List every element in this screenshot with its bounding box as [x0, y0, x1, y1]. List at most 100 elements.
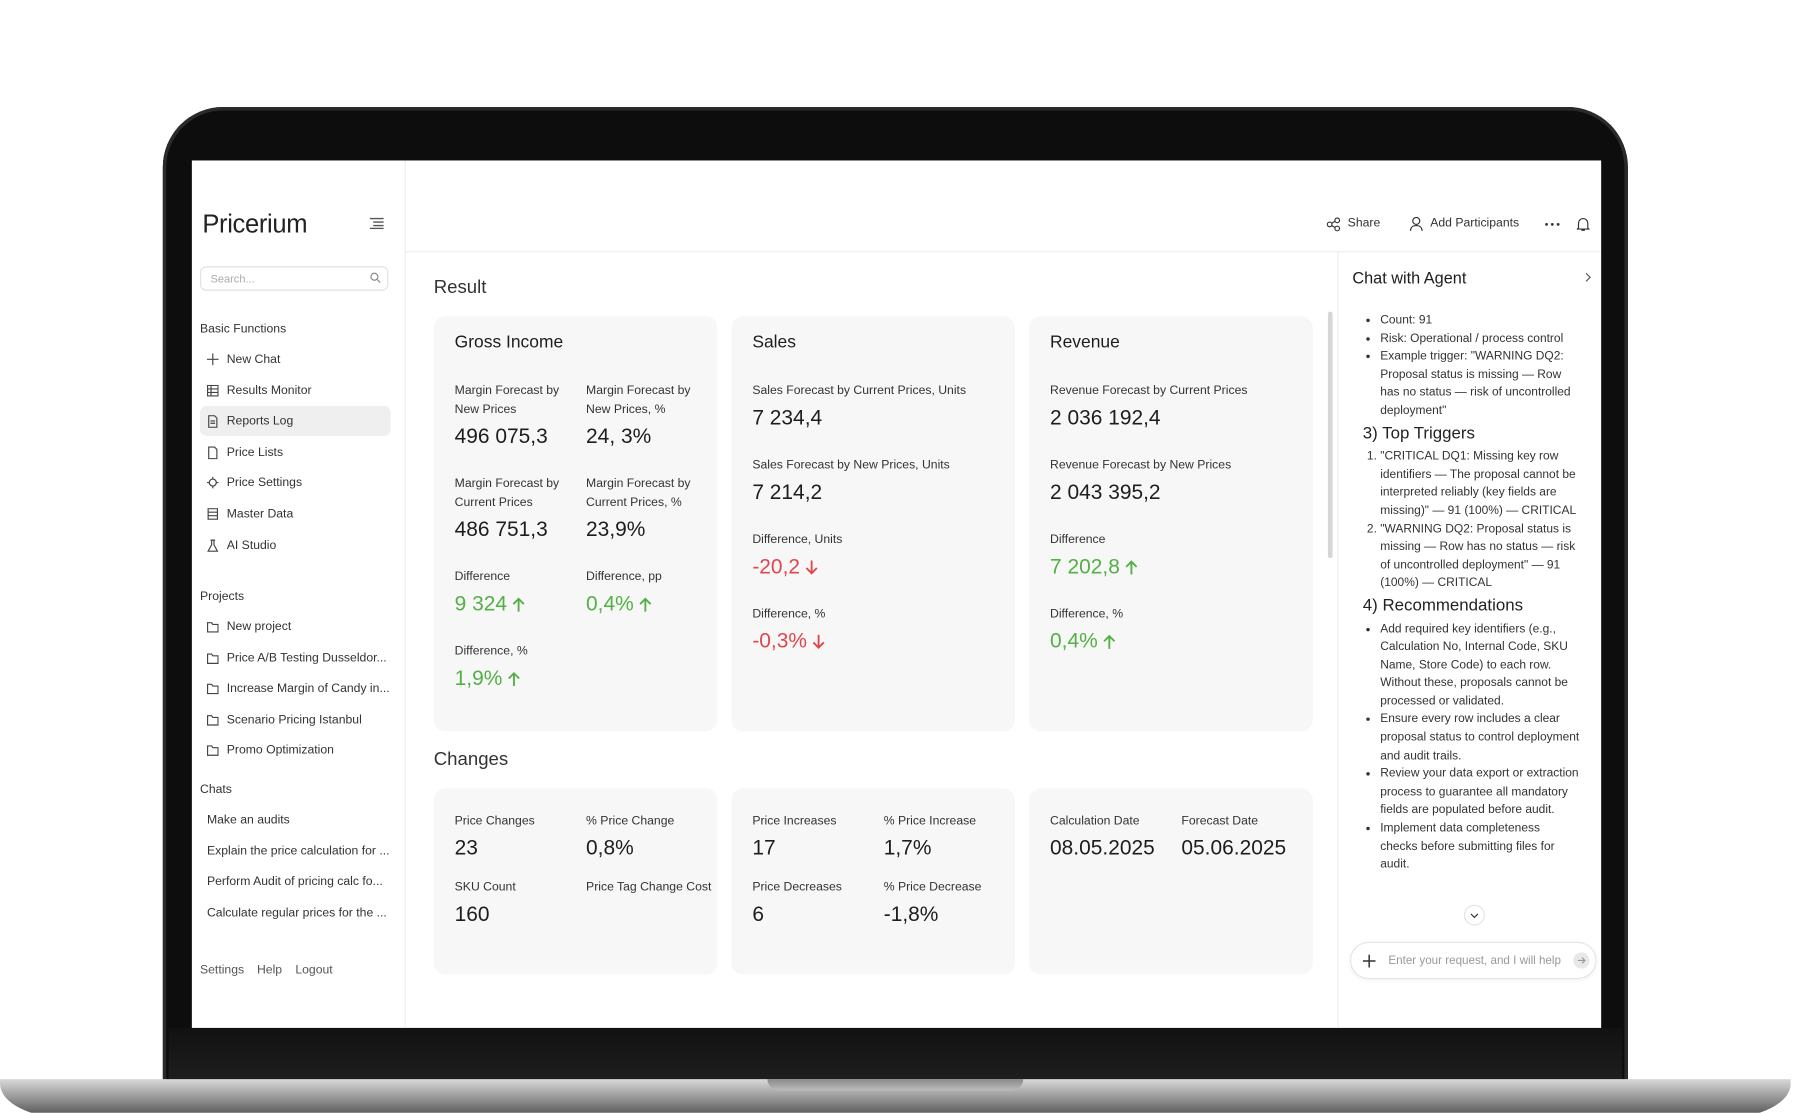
footer-link[interactable]: Settings	[199, 962, 245, 977]
app-screen: Pricerium Search... Basic Functions New C…	[191, 160, 1602, 1028]
icon	[206, 477, 219, 489]
chat-input[interactable]: Enter your request, and I will help	[1349, 941, 1597, 980]
metric-grid: Margin Forecast by New Prices 496 075,3 Ma…	[455, 381, 697, 691]
metric: Margin Forecast by New Prices 496 075,3	[455, 381, 570, 450]
metric-grid: Calculation Date 08.05.2025 Forecast Date 0…	[1050, 812, 1292, 862]
nav-item[interactable]: AI Studio	[200, 530, 391, 560]
metric-label: Difference	[1049, 532, 1106, 547]
metric-value-text: 0,8%	[586, 836, 634, 860]
footer-link[interactable]: Help	[256, 962, 283, 977]
metric-label: Difference, %	[752, 606, 826, 621]
share-button[interactable]: Share	[1347, 216, 1381, 231]
metric-value: 0,4%	[586, 590, 717, 618]
metric-value: -20,2	[752, 552, 994, 580]
icon	[206, 714, 219, 726]
metric-value-text: 08.05.2025	[1049, 836, 1155, 860]
nav-item[interactable]: Perform Audit of pricing calc fo...	[206, 874, 383, 889]
nav-item[interactable]: Reports Log	[199, 406, 391, 437]
add-participants-button[interactable]: Add Participants	[1430, 216, 1520, 231]
metric: Margin Forecast by New Prices, % 24, 3%	[586, 381, 717, 450]
metric-label: SKU Count	[454, 880, 516, 895]
collapse-chat[interactable]	[1585, 272, 1592, 282]
scroll-down[interactable]	[1463, 904, 1485, 926]
metric-label: Calculation Date	[1049, 813, 1140, 828]
metric: Difference, % 1,9%	[455, 642, 570, 692]
metric-value-text: -0,3%	[752, 629, 808, 653]
metric-label: Price Decreases	[752, 880, 842, 895]
metric: Margin Forecast by Current Prices 486 751…	[455, 474, 570, 543]
card-title: Gross Income	[454, 332, 564, 353]
chat-list-item: Add required key identifiers (e.g., Calc…	[1380, 620, 1580, 711]
metric-value-text: 05.06.2025	[1181, 836, 1287, 860]
search-input[interactable]: Search...	[199, 266, 389, 291]
metric-label: Forecast Date	[1181, 813, 1259, 828]
icon	[206, 353, 219, 366]
section-title: Changes	[433, 749, 509, 770]
menu-icon[interactable]	[369, 217, 384, 230]
metric-label: Price Changes	[454, 813, 535, 828]
chat-list: "CRITICAL DQ1: Missing key row identifie…	[1352, 448, 1580, 593]
metric-value: 23,9%	[586, 515, 717, 543]
nav-item[interactable]: Calculate regular prices for the ...	[206, 905, 387, 920]
metric-label: Price Increases	[752, 813, 837, 828]
more-button[interactable]	[1544, 222, 1560, 227]
nav-item[interactable]: Scenario Pricing Istanbul	[200, 704, 391, 734]
nav-item[interactable]: New Chat	[200, 344, 391, 374]
metric-label: % Price Increase	[883, 813, 977, 828]
metric-value: 7 202,8	[1050, 552, 1292, 580]
metric: Forecast Date 05.06.2025	[1181, 812, 1312, 862]
metric: Price Changes 23	[455, 812, 570, 862]
trend-arrow	[1125, 560, 1138, 575]
metric-value-text: 24, 3%	[586, 424, 652, 448]
send-button[interactable]	[1573, 952, 1590, 969]
metric: % Price Increase 1,7%	[884, 812, 1015, 862]
metric: Difference, pp 0,4%	[586, 567, 717, 617]
nav-item[interactable]: Price Settings	[200, 468, 391, 498]
metric-value-text: 496 075,3	[454, 424, 548, 448]
metric: Revenue Forecast by New Prices 2 043 395,…	[1050, 456, 1292, 506]
chat-list-item: "CRITICAL DQ1: Missing key row identifie…	[1380, 448, 1580, 521]
footer-link[interactable]: Logout	[295, 962, 333, 977]
chat-list-item: "WARNING DQ2: Proposal status is missing…	[1380, 520, 1580, 593]
logo[interactable]: Pricerium	[202, 209, 308, 239]
chat-list-item: Ensure every row includes a clear propos…	[1380, 711, 1580, 765]
metric-value-text: 1,9%	[454, 666, 503, 690]
metric-label: Difference, %	[454, 644, 528, 659]
nav-item[interactable]: New project	[200, 612, 391, 642]
nav-item[interactable]: Results Monitor	[200, 375, 391, 405]
attach-button[interactable]	[1362, 954, 1376, 968]
metric: Calculation Date 08.05.2025	[1050, 812, 1165, 862]
metric: Margin Forecast by Current Prices, % 23,9…	[586, 474, 717, 543]
metric-value: 2 036 192,4	[1050, 403, 1292, 431]
metric-value: 1,9%	[455, 664, 570, 692]
nav-item[interactable]: Price A/B Testing Dusseldor...	[200, 643, 391, 673]
metric-value-text: 0,4%	[1049, 629, 1098, 653]
trend-arrow	[512, 597, 525, 612]
metric: Price Increases 17	[752, 812, 867, 862]
chat-messages: Count: 91Risk: Operational / process con…	[1352, 312, 1580, 928]
laptop-chin	[168, 1027, 1623, 1082]
metric-card: Gross Income Margin Forecast by New Price…	[433, 316, 718, 732]
metric-label: Revenue Forecast by New Prices	[1049, 458, 1232, 473]
scrollbar[interactable]	[1327, 311, 1333, 559]
metric-value: 0,8%	[586, 834, 717, 862]
metric: Difference 7 202,8	[1050, 530, 1292, 580]
nav-item[interactable]: Price Lists	[200, 437, 391, 467]
nav-item[interactable]: Promo Optimization	[200, 735, 391, 765]
nav-item[interactable]: Master Data	[200, 499, 391, 529]
metric-label: Price Tag Change Cost	[586, 880, 712, 895]
metric: % Price Decrease -1,8%	[884, 878, 1015, 928]
chat-list-item: Count: 91	[1380, 312, 1580, 330]
trend-arrow	[1103, 634, 1116, 649]
metric-value-text: 6	[752, 902, 764, 926]
notifications-button[interactable]	[1576, 216, 1590, 231]
metric-label: Margin Forecast by Current Prices	[454, 476, 560, 510]
chat-list: Add required key identifiers (e.g., Calc…	[1352, 620, 1580, 874]
metric-label: % Price Decrease	[883, 880, 982, 895]
nav-item[interactable]: Make an audits	[206, 812, 290, 827]
metric: % Price Change 0,8%	[586, 812, 717, 862]
metric-value: 24, 3%	[586, 422, 717, 450]
nav-item[interactable]: Increase Margin of Candy in...	[200, 673, 391, 703]
nav-item[interactable]: Explain the price calculation for ...	[206, 843, 390, 858]
